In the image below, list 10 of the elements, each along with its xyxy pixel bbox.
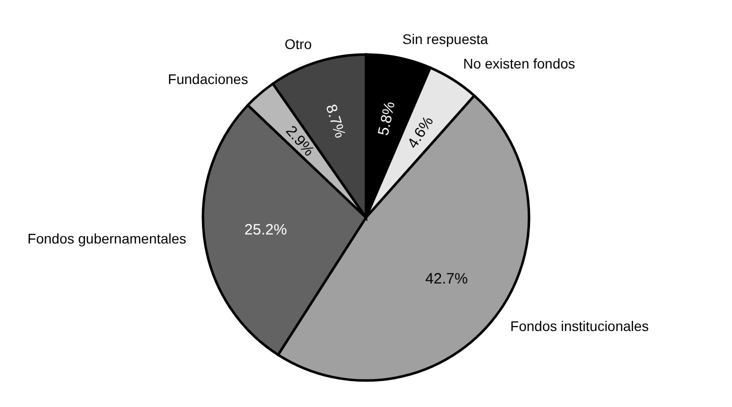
slice-label: No existen fondos <box>463 56 576 72</box>
data-label: 8.7% <box>322 102 348 140</box>
slice-label: Fondos institucionales <box>510 318 649 334</box>
data-label: 25.2% <box>244 222 287 239</box>
slice-label: Otro <box>284 36 312 52</box>
data-label: 5.8% <box>375 100 399 138</box>
slice-label: Fundaciones <box>168 71 248 88</box>
slice-label: Fondos gubernamentales <box>28 230 186 246</box>
slice-label: Sin respuesta <box>402 31 488 48</box>
data-label: 42.7% <box>425 270 468 288</box>
